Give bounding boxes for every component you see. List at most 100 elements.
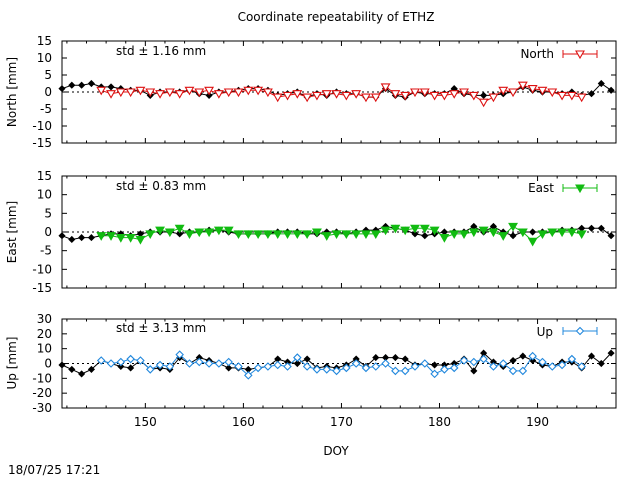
north-data-point <box>321 90 332 99</box>
north-y-tick-label: -15 <box>32 136 52 150</box>
up-data-point <box>557 360 567 370</box>
east-data-point <box>96 232 107 241</box>
east-data-point <box>194 228 205 238</box>
north-y-tick-label: 15 <box>37 34 52 48</box>
east-reference-point <box>87 234 95 242</box>
north-data-point <box>311 91 322 101</box>
chart-title: Coordinate repeatability of ETHZ <box>238 10 435 24</box>
north-data-point <box>351 90 362 99</box>
north-data-point <box>517 81 528 91</box>
up-data-point <box>224 357 233 367</box>
east-data-point <box>282 230 293 239</box>
east-y-tick-label: -10 <box>32 262 52 276</box>
up-data-point <box>155 360 165 370</box>
up-reference-point <box>127 364 135 372</box>
east-data-point <box>262 230 273 239</box>
up-reference-point <box>519 352 527 360</box>
up-data-point <box>410 362 420 371</box>
up-data-point <box>371 362 381 371</box>
up-data-point <box>302 362 312 371</box>
up-data-point <box>342 363 351 373</box>
north-data-point <box>557 91 568 101</box>
north-data-point <box>547 88 558 98</box>
up-y-tick-label: 0 <box>44 357 52 371</box>
north-y-tick-label: 5 <box>44 68 52 82</box>
north-y-axis-label: North [mm] <box>5 57 19 127</box>
north-y-tick-label: 10 <box>37 51 52 65</box>
north-data-point <box>302 93 313 103</box>
north-data-point <box>125 88 136 98</box>
east-data-point <box>400 226 411 236</box>
up-data-point <box>312 365 322 374</box>
east-data-point <box>233 230 244 239</box>
up-panel: Up [mm] std ± 3.13 mm Up -30-20-10010203… <box>5 312 617 429</box>
up-data-point <box>185 359 194 368</box>
east-data-point <box>468 228 479 238</box>
up-data-point <box>361 363 371 373</box>
up-reference-point <box>58 361 66 369</box>
east-data-point <box>449 230 460 239</box>
north-data-point <box>233 88 244 98</box>
up-data-point <box>567 354 577 364</box>
north-reference-point <box>607 86 615 94</box>
up-legend-marker <box>575 326 585 336</box>
north-data-point <box>576 93 587 103</box>
up-data-point <box>106 359 116 368</box>
up-data-point <box>381 359 390 368</box>
up-data-point <box>244 371 253 380</box>
north-data-point <box>390 90 401 99</box>
east-data-point <box>488 228 499 238</box>
east-data-point <box>272 230 283 239</box>
east-data-point <box>204 228 215 238</box>
east-data-point <box>439 234 450 243</box>
north-data-point <box>498 86 509 96</box>
north-series-line <box>101 84 582 103</box>
east-data-point <box>243 230 254 239</box>
north-reference-point <box>58 85 66 93</box>
up-data-point <box>420 359 430 368</box>
east-data-point <box>419 224 430 234</box>
east-data-point <box>537 230 548 239</box>
up-data-point <box>518 366 528 376</box>
east-data-point <box>576 230 587 239</box>
north-y-tick-label: -5 <box>40 102 52 116</box>
up-reference-point <box>587 352 596 360</box>
up-reference-point <box>293 359 301 368</box>
east-data-point <box>125 234 136 243</box>
north-reference-point <box>107 83 115 91</box>
east-y-axis-label: East [mm] <box>5 201 19 263</box>
north-data-point <box>184 86 195 96</box>
east-data-point <box>517 228 528 238</box>
north-data-point <box>410 88 420 98</box>
up-data-point <box>194 357 204 367</box>
east-data-point <box>311 228 322 238</box>
up-data-point <box>400 366 410 376</box>
east-data-point <box>429 226 440 236</box>
east-data-point <box>527 237 538 247</box>
north-std-annotation: std ± 1.16 mm <box>116 44 206 58</box>
up-reference-point <box>78 370 86 378</box>
up-data-point <box>322 365 332 374</box>
up-data-point <box>498 359 508 368</box>
north-data-point <box>204 86 215 96</box>
up-data-point <box>234 362 243 371</box>
up-data-point <box>283 362 292 371</box>
east-data-point <box>508 222 518 232</box>
north-data-point <box>174 90 185 99</box>
up-data-point <box>96 356 106 365</box>
up-legend-label: Up <box>537 325 553 339</box>
up-reference-point <box>509 356 517 365</box>
up-data-point <box>459 356 469 365</box>
north-data-point <box>400 91 411 101</box>
north-data-point <box>262 88 273 98</box>
up-data-point <box>263 362 273 371</box>
up-data-point <box>273 360 282 370</box>
x-tick-label: 160 <box>232 415 255 429</box>
east-reference-point <box>421 232 429 240</box>
east-data-point <box>135 235 146 245</box>
north-data-point <box>253 86 264 96</box>
east-data-point <box>390 224 401 234</box>
up-reference-point <box>68 365 76 373</box>
north-data-point <box>478 98 489 108</box>
